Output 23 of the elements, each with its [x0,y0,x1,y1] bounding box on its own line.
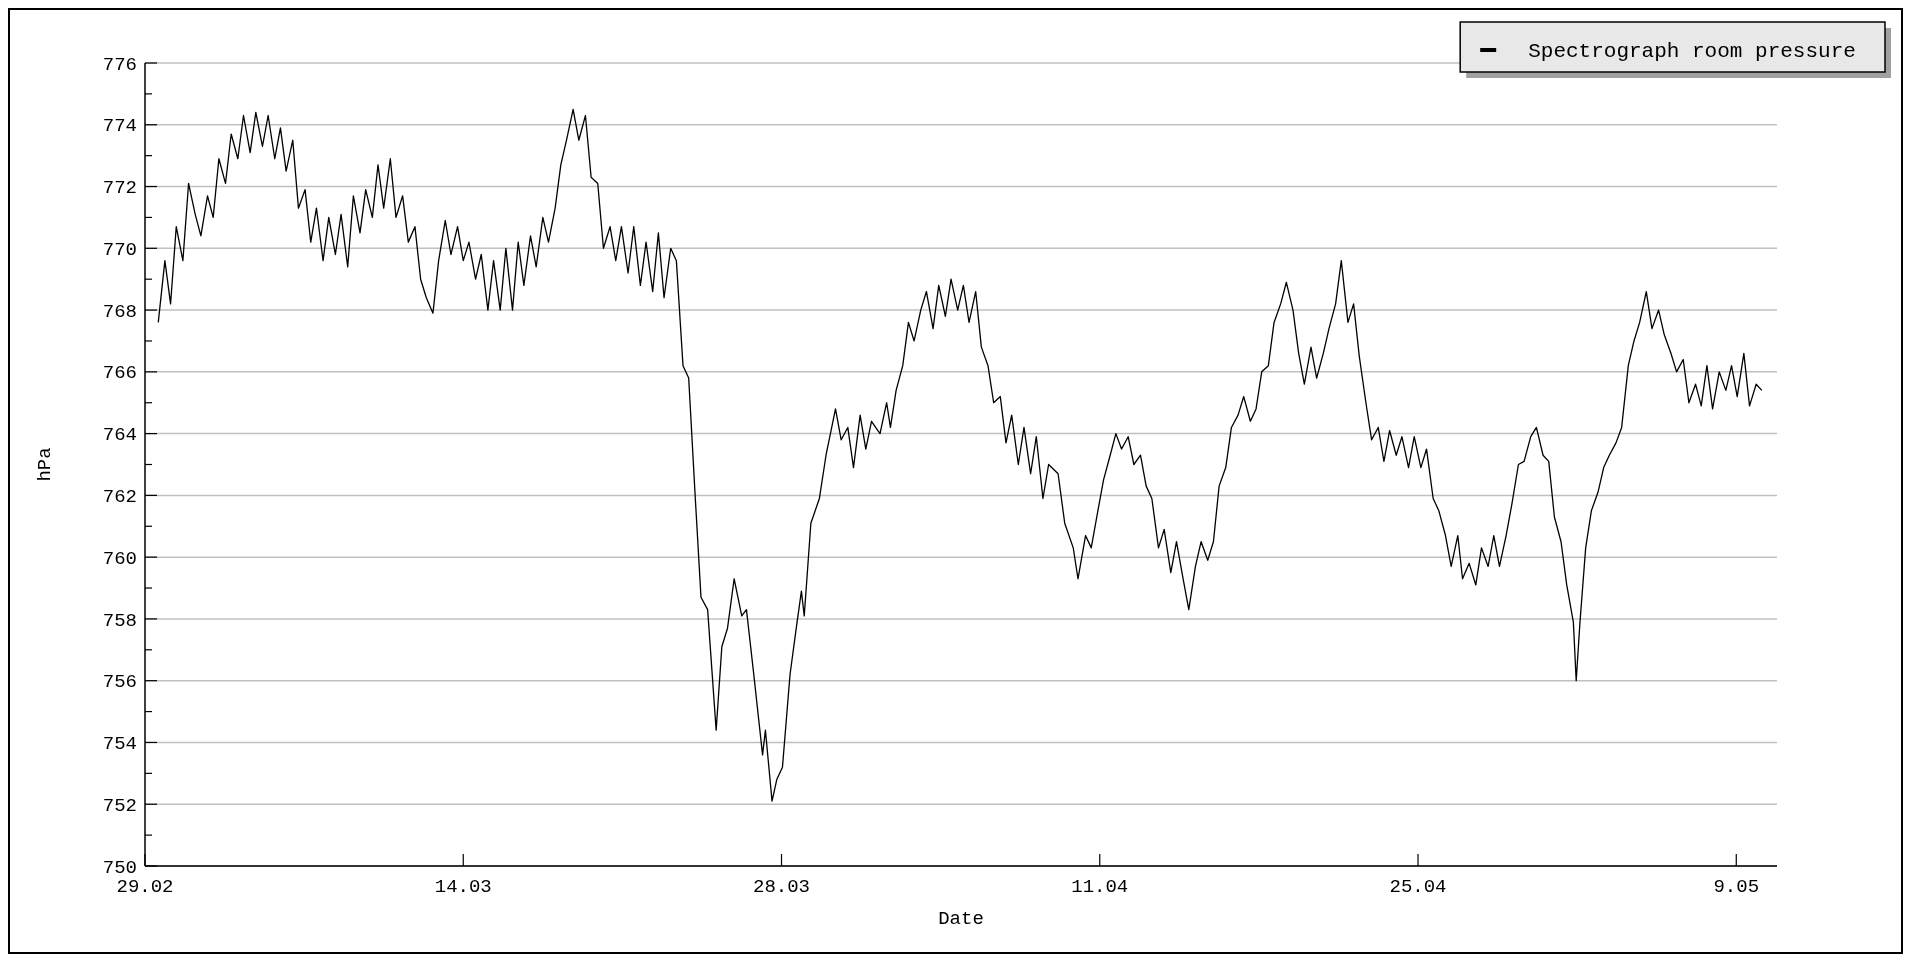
y-tick-label: 772 [102,177,137,200]
x-tick-label: 14.03 [434,876,492,898]
y-tick-label: 770 [102,238,137,261]
y-axis-title: hPa [34,447,56,482]
y-tick-label: 774 [102,115,137,138]
y-tick-label: 756 [102,671,137,694]
x-axis-title: Date [938,908,984,930]
y-tick-label: 764 [102,424,137,447]
x-tick-label: 11.04 [1071,876,1129,898]
y-tick-label: 760 [102,547,137,570]
y-tick-label: 776 [102,53,137,76]
y-tick-label: 768 [102,300,137,323]
y-tick-label: 752 [102,794,137,817]
y-tick-label: 750 [102,856,137,879]
x-tick-label: 25.04 [1389,876,1447,898]
y-tick-label: 762 [102,486,137,509]
x-tick-label: 9.05 [1713,876,1760,898]
y-tick-label: 766 [102,362,137,385]
x-tick-label: 29.02 [116,876,174,898]
y-tick-label: 754 [102,733,137,756]
y-tick-label: 758 [102,609,137,632]
x-tick-label: 28.03 [753,876,811,898]
legend-label: Spectrograph room pressure [1528,40,1856,64]
